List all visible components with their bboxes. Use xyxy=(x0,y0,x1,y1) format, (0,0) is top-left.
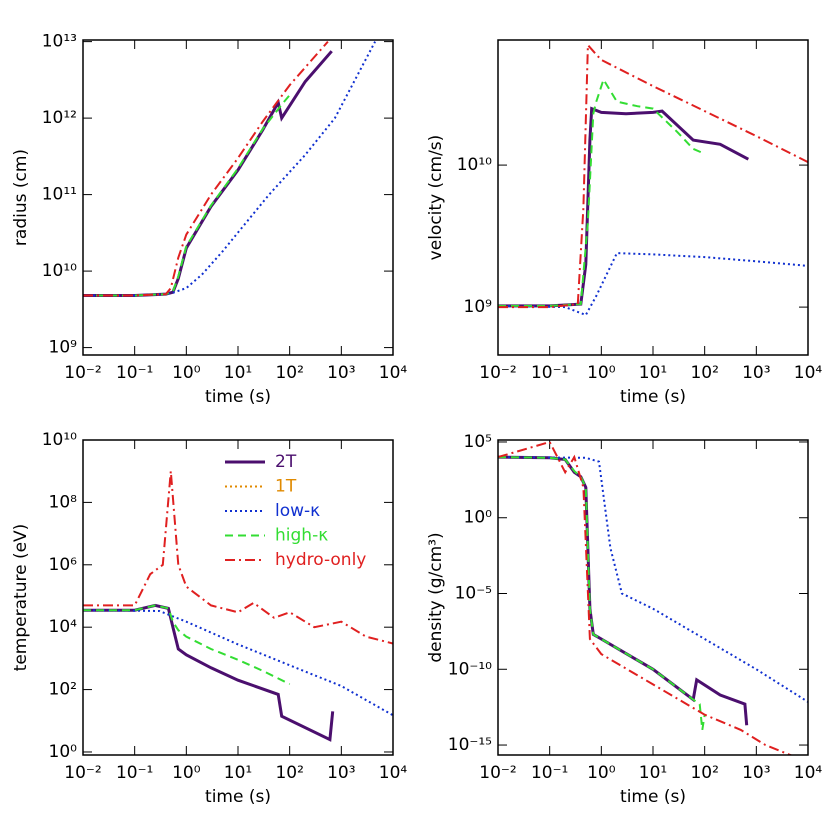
x-tick-label: 10⁻² xyxy=(64,763,101,783)
series-line xyxy=(498,440,793,755)
x-tick-label: 10⁰ xyxy=(587,763,616,783)
x-tick-label: 10⁰ xyxy=(587,363,616,383)
x-tick-label: 10¹ xyxy=(639,763,667,783)
x-tick-label: 10⁴ xyxy=(379,763,408,783)
y-axis-label: temperature (eV) xyxy=(11,524,31,672)
y-tick-label: 10⁸ xyxy=(49,492,78,512)
y-tick-label: 10² xyxy=(49,680,77,700)
x-tick-label: 10⁴ xyxy=(794,363,823,383)
x-tick-label: 10⁻¹ xyxy=(116,363,153,383)
x-tick-label: 10⁻² xyxy=(64,363,101,383)
panel: 10⁻² 10⁻¹ 10⁰ 10¹ 10² 10³ 10⁴ 10⁻¹⁵ 10⁻¹⁰ 10⁻⁵ 10⁰… xyxy=(426,432,822,807)
x-tick-label: 10¹ xyxy=(639,363,667,383)
legend-label: 1T xyxy=(275,477,297,497)
x-axis-label: time (s) xyxy=(205,787,271,807)
y-tick-label: 10⁰ xyxy=(49,742,78,762)
y-axis-label: density (g/cm³) xyxy=(426,532,446,662)
y-axis-label: radius (cm) xyxy=(11,149,31,246)
legend-label: high-κ xyxy=(275,526,328,546)
y-tick-label: 10⁻⁵ xyxy=(455,584,492,604)
x-tick-label: 10⁻² xyxy=(479,763,516,783)
y-tick-label: 10⁰ xyxy=(464,508,493,528)
x-tick-label: 10³ xyxy=(327,363,355,383)
x-tick-label: 10⁴ xyxy=(794,763,823,783)
x-tick-label: 10² xyxy=(275,363,303,383)
series-line xyxy=(498,456,706,731)
series-line xyxy=(498,106,750,308)
y-tick-label: 10¹¹ xyxy=(42,185,77,205)
x-axis-label: time (s) xyxy=(620,787,686,807)
x-tick-label: 10⁻¹ xyxy=(531,363,568,383)
plot-frame xyxy=(497,439,809,756)
x-tick-label: 10⁻¹ xyxy=(531,763,568,783)
y-tick-label: 10¹⁰ xyxy=(457,155,492,175)
panel: 10⁻² 10⁻¹ 10⁰ 10¹ 10² 10³ 10⁴ 10⁹ 10¹⁰ 10¹¹ 10¹² 10… xyxy=(11,32,407,407)
legend-label: low-κ xyxy=(275,501,320,521)
y-tick-label: 10⁴ xyxy=(49,617,78,637)
y-tick-label: 10⁻¹⁰ xyxy=(448,659,492,679)
legend-label: 2T xyxy=(275,452,297,472)
series-line xyxy=(498,42,808,309)
series-line xyxy=(83,50,333,297)
legend-label: hydro-only xyxy=(275,550,366,570)
x-axis-label: time (s) xyxy=(620,387,686,407)
y-tick-label: 10¹⁰ xyxy=(42,261,77,281)
x-tick-label: 10⁴ xyxy=(379,363,408,383)
series-line xyxy=(83,609,393,717)
series-line xyxy=(498,455,749,726)
x-tick-label: 10⁰ xyxy=(172,763,201,783)
x-tick-label: 10³ xyxy=(742,363,770,383)
plot xyxy=(498,42,808,317)
series-line xyxy=(498,77,706,307)
series-line xyxy=(498,456,748,726)
y-tick-label: 10⁶ xyxy=(49,555,78,575)
x-tick-label: 10³ xyxy=(742,763,770,783)
x-tick-label: 10² xyxy=(690,763,718,783)
plot-frame xyxy=(497,39,809,356)
series-line xyxy=(83,94,291,297)
x-tick-label: 10⁻² xyxy=(479,363,516,383)
series-line xyxy=(83,603,335,742)
series-line xyxy=(498,252,808,317)
series-line xyxy=(83,471,393,645)
panel: 10⁻² 10⁻¹ 10⁰ 10¹ 10² 10³ 10⁴ 10⁹ 10¹⁰ time (s) ve… xyxy=(426,39,823,407)
y-tick-label: 10⁻¹⁵ xyxy=(448,735,492,755)
x-axis-label: time (s) xyxy=(205,387,271,407)
plot xyxy=(83,471,393,742)
x-tick-label: 10¹ xyxy=(224,363,252,383)
y-axis-label: velocity (cm/s) xyxy=(426,135,446,261)
x-tick-label: 10² xyxy=(275,763,303,783)
y-tick-label: 10⁵ xyxy=(464,432,492,452)
x-tick-label: 10³ xyxy=(327,763,355,783)
series-line xyxy=(498,107,749,307)
x-tick-label: 10¹ xyxy=(224,763,252,783)
x-tick-label: 10⁻¹ xyxy=(116,763,153,783)
x-tick-label: 10⁰ xyxy=(172,363,201,383)
y-tick-label: 10¹⁰ xyxy=(42,430,77,450)
plot-frame xyxy=(82,439,394,756)
y-tick-label: 10⁹ xyxy=(49,338,78,358)
series-line xyxy=(498,456,808,703)
series-line xyxy=(83,604,334,742)
plot xyxy=(498,440,808,755)
y-tick-label: 10¹³ xyxy=(42,32,77,52)
series-line xyxy=(83,604,291,685)
y-tick-label: 10¹² xyxy=(42,108,77,128)
panel: 10⁻² 10⁻¹ 10⁰ 10¹ 10² 10³ 10⁴ 10⁰ 10² 10⁴ 10⁶ 10⁸ 10… xyxy=(11,430,407,807)
series-line xyxy=(83,40,329,297)
x-tick-label: 10² xyxy=(690,363,718,383)
plot-frame xyxy=(82,39,394,356)
plot xyxy=(83,40,376,297)
y-tick-label: 10⁹ xyxy=(464,297,493,317)
series-line xyxy=(83,50,333,297)
